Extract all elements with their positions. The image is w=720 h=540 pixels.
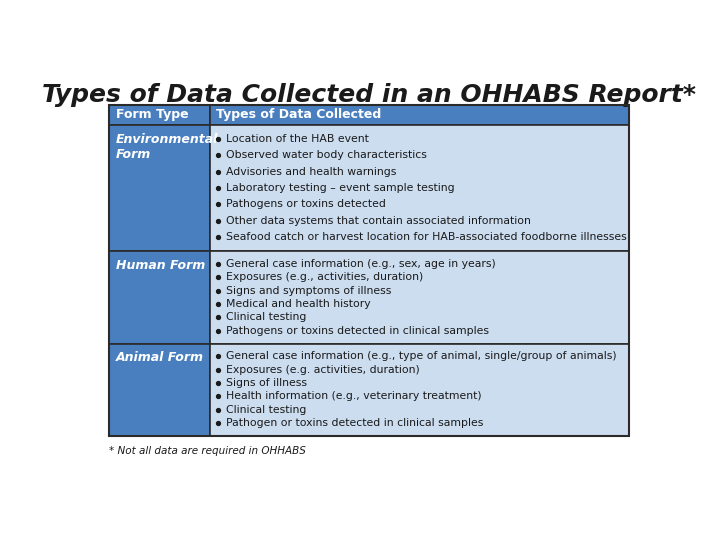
Text: Location of the HAB event: Location of the HAB event [225,134,369,144]
Text: Advisories and health warnings: Advisories and health warnings [225,167,396,177]
Text: Form Type: Form Type [116,109,188,122]
Bar [109,105,629,436]
Text: General case information (e.g., sex, age in years): General case information (e.g., sex, age… [225,259,495,269]
Bar [210,125,629,251]
Text: Observed water body characteristics: Observed water body characteristics [225,151,426,160]
Text: Human Form: Human Form [116,259,204,272]
Bar [109,343,210,436]
Text: Pathogen or toxins detected in clinical samples: Pathogen or toxins detected in clinical … [225,418,483,428]
Text: Health information (e.g., veterinary treatment): Health information (e.g., veterinary tre… [225,392,481,401]
Text: Pathogens or toxins detected in clinical samples: Pathogens or toxins detected in clinical… [225,326,489,336]
Text: Signs of illness: Signs of illness [225,378,307,388]
Bar [109,125,210,251]
Bar [210,343,629,436]
Text: Animal Form: Animal Form [116,351,204,364]
Bar [210,251,629,343]
Text: Types of Data Collected in an OHHABS Report*: Types of Data Collected in an OHHABS Rep… [42,83,696,106]
Text: Exposures (e.g., activities, duration): Exposures (e.g., activities, duration) [225,272,423,282]
Text: Environmental
Form: Environmental Form [116,132,218,160]
Text: Pathogens or toxins detected: Pathogens or toxins detected [225,199,385,210]
Text: Types of Data Collected: Types of Data Collected [216,109,382,122]
Text: * Not all data are required in OHHABS: * Not all data are required in OHHABS [109,446,306,456]
Text: Exposures (e.g. activities, duration): Exposures (e.g. activities, duration) [225,364,419,375]
Text: Medical and health history: Medical and health history [225,299,370,309]
Bar [109,105,210,125]
Text: Laboratory testing – event sample testing: Laboratory testing – event sample testin… [225,183,454,193]
Bar [109,251,210,343]
Text: Signs and symptoms of illness: Signs and symptoms of illness [225,286,391,296]
Text: Seafood catch or harvest location for HAB-associated foodborne illnesses: Seafood catch or harvest location for HA… [225,232,626,242]
Text: General case information (e.g., type of animal, single/group of animals): General case information (e.g., type of … [225,352,616,361]
Text: Clinical testing: Clinical testing [225,312,306,322]
Text: Clinical testing: Clinical testing [225,405,306,415]
Bar [210,105,629,125]
Text: Other data systems that contain associated information: Other data systems that contain associat… [225,215,531,226]
